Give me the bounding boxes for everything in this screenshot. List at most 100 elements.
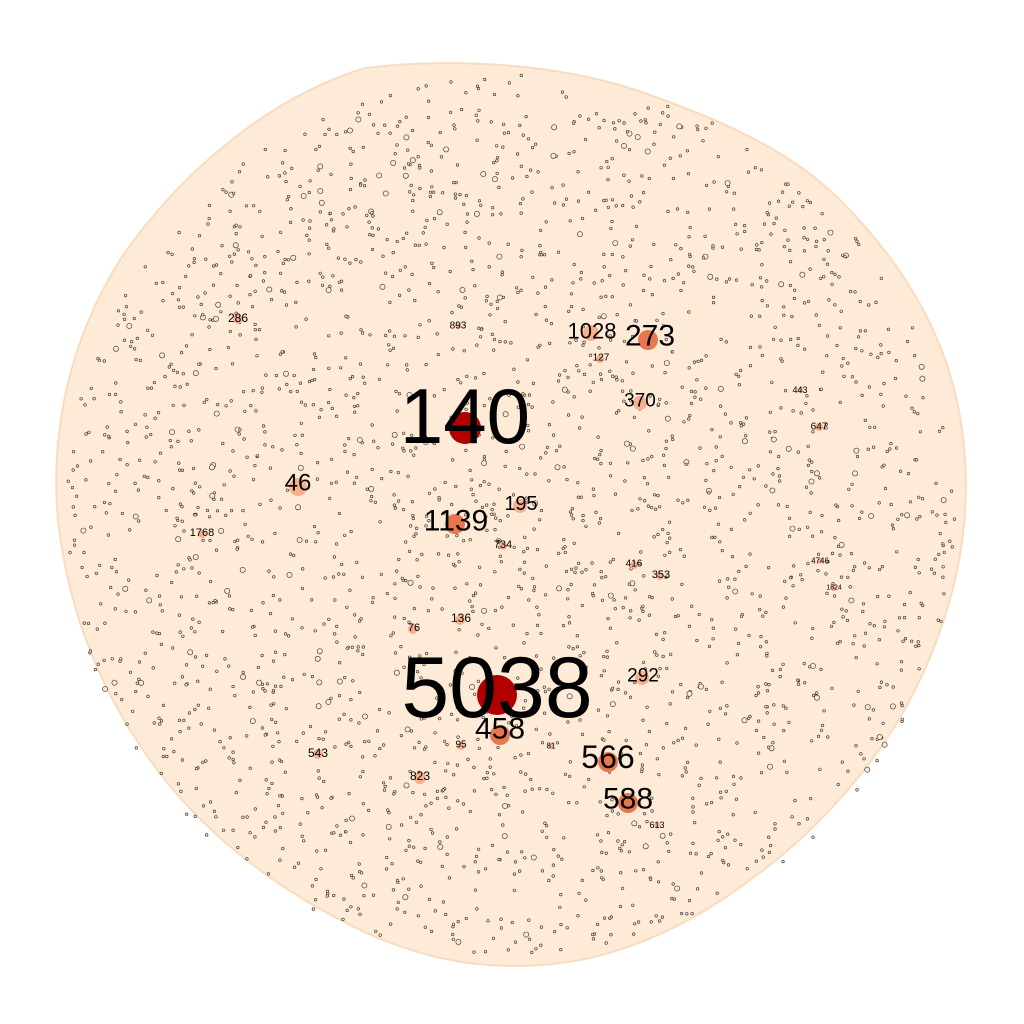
background-node [718, 760, 722, 764]
background-node [805, 199, 810, 203]
background-node [155, 573, 159, 578]
background-node [748, 345, 753, 350]
background-node [690, 912, 694, 916]
background-node [362, 184, 367, 188]
background-node [880, 564, 885, 569]
background-node [578, 114, 582, 118]
background-node [501, 823, 505, 827]
background-node [563, 772, 568, 776]
background-node [412, 746, 417, 750]
background-node [412, 534, 416, 538]
background-node [283, 652, 287, 657]
background-node [819, 667, 823, 672]
background-node [647, 792, 651, 796]
background-node [182, 567, 186, 571]
background-node [86, 621, 91, 626]
background-node [230, 509, 234, 513]
background-node [404, 115, 408, 119]
background-node [660, 915, 665, 919]
background-node [793, 288, 797, 292]
background-node [289, 220, 293, 224]
background-node [830, 270, 834, 275]
background-node [485, 528, 489, 533]
background-node [442, 388, 446, 392]
background-node [464, 194, 469, 198]
background-node [385, 823, 392, 830]
background-node [777, 474, 782, 478]
node-label-292: 292 [627, 666, 659, 687]
background-node [398, 268, 403, 272]
background-node [245, 815, 249, 819]
background-node [749, 314, 753, 318]
background-node [469, 684, 475, 690]
background-node [356, 437, 363, 443]
background-node [480, 622, 484, 626]
background-node [477, 870, 481, 874]
background-node [566, 720, 570, 724]
background-node [673, 614, 678, 619]
background-node [145, 425, 149, 429]
background-node [483, 950, 488, 954]
background-node [767, 682, 771, 687]
background-node [253, 322, 257, 327]
background-node [629, 445, 636, 452]
background-node [597, 126, 601, 130]
background-node [894, 446, 899, 450]
background-node [115, 473, 119, 477]
background-node [527, 393, 532, 397]
background-node [294, 325, 298, 329]
background-node [316, 679, 323, 686]
background-node [307, 190, 311, 195]
background-node [84, 478, 88, 482]
background-node [365, 487, 369, 491]
background-node [544, 318, 549, 322]
background-node [548, 732, 552, 736]
background-node [671, 437, 675, 442]
background-node [496, 294, 503, 301]
background-node [650, 796, 654, 800]
background-node [858, 299, 862, 304]
background-node [335, 624, 339, 629]
background-node [752, 477, 756, 481]
background-node [756, 719, 761, 723]
background-node [564, 95, 568, 99]
background-node [780, 359, 784, 363]
background-node [853, 447, 860, 454]
background-node [195, 594, 199, 598]
background-node [174, 570, 178, 574]
background-node [101, 450, 105, 454]
background-node [471, 593, 476, 598]
background-node [525, 546, 530, 551]
background-node [417, 243, 421, 247]
background-node [776, 467, 780, 471]
background-node [814, 694, 820, 701]
background-node [581, 343, 585, 347]
background-node [321, 737, 325, 741]
background-node [556, 585, 562, 592]
background-node [114, 381, 118, 385]
background-node [559, 922, 563, 927]
background-node [642, 812, 647, 816]
background-node [571, 646, 575, 651]
background-node [149, 433, 153, 437]
node-label-1028: 1028 [568, 319, 617, 344]
background-node [543, 821, 547, 825]
background-node [518, 202, 523, 206]
background-node [358, 912, 362, 917]
background-node [602, 669, 606, 673]
background-node [599, 869, 603, 873]
node-543 [313, 749, 323, 759]
background-node [608, 626, 613, 630]
background-node [301, 218, 305, 222]
background-node [567, 645, 571, 649]
background-node [833, 303, 837, 307]
background-node [653, 493, 657, 497]
background-node [207, 217, 211, 221]
background-node [634, 319, 639, 323]
background-node [328, 211, 333, 215]
background-node [321, 117, 325, 122]
background-node [557, 373, 562, 377]
background-node [580, 415, 584, 419]
background-node [425, 651, 429, 656]
background-node [471, 609, 475, 614]
